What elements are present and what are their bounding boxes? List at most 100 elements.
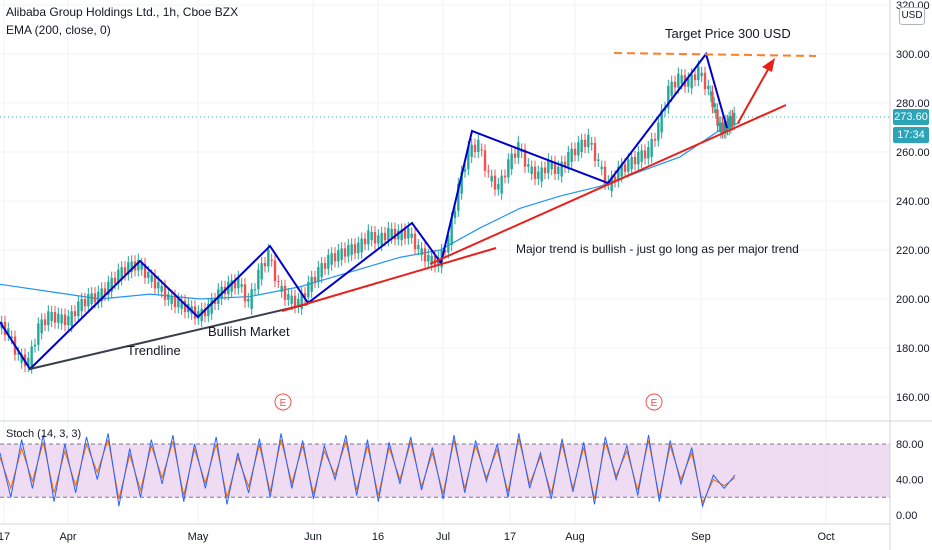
stoch-lines [0,433,736,509]
candle-body [497,183,500,190]
candle-body [722,122,726,133]
candle-body [407,227,410,239]
candle-body [170,295,173,304]
candle-body [123,267,127,275]
candle-body [20,354,23,363]
candle-body [233,280,237,289]
candle-body [470,144,473,157]
candle-body [443,250,447,253]
trendline-black [29,303,309,370]
x-tick-label: Apr [59,531,76,543]
candle-body [597,159,600,161]
candle-body [627,159,630,172]
currency-badge[interactable]: USD [899,7,925,25]
candle-body [513,153,517,158]
candle-body [714,109,718,113]
candle-body [90,293,93,304]
symbol-title: Alibaba Group Holdings Ltd., 1h, Cboe BZ… [6,5,239,19]
candle-body [700,72,703,77]
candle-body [167,294,170,300]
candle-body [150,275,153,282]
y-tick-label: 180.00 [896,343,930,355]
candle-body [157,281,160,289]
candle-body [483,150,487,171]
bar-countdown-tag: 17:34 [893,127,929,143]
candle-body [717,122,721,126]
drawings [0,51,817,371]
x-tick-label: 17 [504,531,516,543]
x-tick-label: May [188,531,209,543]
candle-body [600,166,603,170]
candle-body [50,312,53,322]
candle-body [153,275,157,289]
candle-body [207,303,210,317]
price-axis[interactable]: 160.00 180.00 200.00 220.00 240.00 260.00 280.… [896,0,930,404]
candle-body [263,263,267,267]
candle-body [87,294,90,307]
stoch-axis[interactable]: 0.00 40.00 80.00 [896,439,924,522]
candle-body [260,263,263,280]
candle-body [640,150,643,162]
candle-body [160,285,163,292]
candle-body [673,81,677,88]
candle-body [310,276,313,292]
candle-body [270,259,273,261]
candle-body [60,314,63,324]
candle-body [577,142,580,156]
svg-text:E: E [651,398,658,409]
candle-body [313,276,317,282]
candle-body [457,183,460,211]
indicator-legend: EMA (200, close, 0) [6,23,111,37]
projection-arrow [737,65,771,124]
candle-body [103,288,107,295]
candle-body [137,259,140,271]
y-tick-label: 240.00 [896,196,930,208]
x-tick-label: Aug [565,531,585,543]
candle-body [273,260,277,282]
zigzag-pattern [0,51,728,371]
candle-body [93,293,97,303]
candle-body [67,316,70,326]
candle-body [290,295,293,304]
candle-body [477,139,480,152]
candle-body [690,74,693,89]
candle-body [347,245,350,257]
candle-body [370,232,373,241]
major-trend-annotation: Major trend is bullish - just go long as… [516,242,799,256]
candle-body [657,122,660,141]
candle-body [277,281,280,283]
candle-body [130,261,133,273]
candle-body [230,280,233,292]
candle-body [643,150,647,159]
candle-body [320,263,323,277]
candle-body [193,306,197,319]
svg-text:E: E [280,398,287,409]
candle-body [377,235,380,244]
stoch-legend: Stoch (14, 3, 3) [6,428,82,440]
candle-body [447,235,450,253]
candle-body [267,250,270,267]
x-tick-label: Oct [817,531,834,543]
candle-body [450,218,453,246]
candle-body [297,299,300,308]
stoch-tick-label: 80.00 [896,439,924,451]
candle-body [716,109,719,126]
time-axis[interactable]: 17 Apr May Jun 16 Jul 17 Aug Sep Oct [0,531,835,543]
candle-body [593,143,597,161]
candle-body [210,299,213,314]
candle-body [17,352,20,355]
candle-body [127,262,130,275]
candle-body [300,293,303,309]
stoch-tick-label: 40.00 [896,475,924,487]
price-line [0,60,736,374]
candle-body [113,277,117,284]
candle-body [283,285,287,300]
candle-body [333,253,337,262]
target-annotation: Target Price 300 USD [665,26,791,41]
earnings-marker-2[interactable]: E [645,393,663,411]
candle-body [173,295,177,308]
earnings-marker-1[interactable]: E [274,393,292,411]
y-tick-label: 200.00 [896,294,930,306]
candle-body [40,319,43,334]
